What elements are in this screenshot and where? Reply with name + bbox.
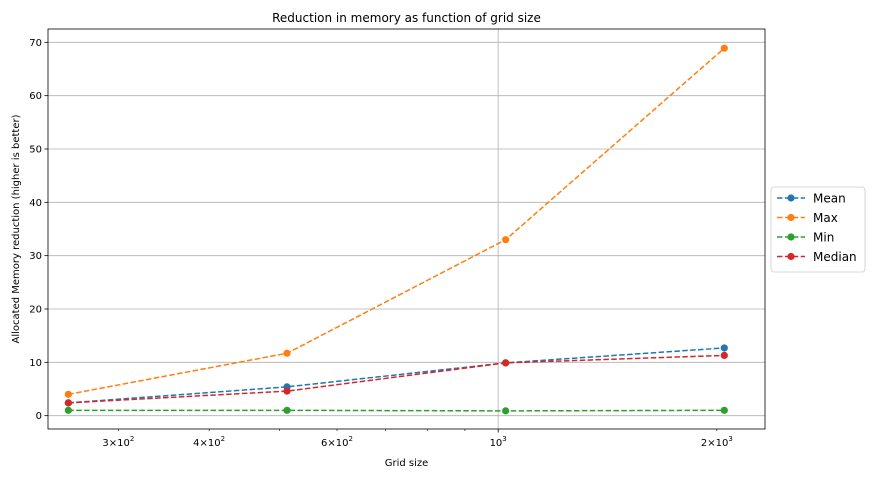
- y-tick-label: 10: [29, 358, 42, 369]
- x-tick-exponent: 3: [502, 435, 506, 443]
- x-tick-base: 10: [208, 438, 221, 449]
- x-tick-base: 10: [336, 438, 349, 449]
- x-tick-mantissa: 3×: [102, 438, 117, 449]
- legend-marker-min: [787, 233, 795, 241]
- x-tick-mantissa: 2×: [701, 438, 716, 449]
- legend-label-min: Min: [813, 231, 834, 245]
- legend-label-median: Median: [813, 250, 857, 264]
- legend-marker-median: [787, 252, 795, 261]
- y-tick-label: 40: [29, 198, 42, 209]
- x-tick-base: 10: [490, 438, 503, 449]
- x-tick-base: 10: [716, 438, 729, 449]
- data-point-median: [283, 387, 291, 395]
- legend-marker-mean: [787, 194, 795, 202]
- y-axis-label: Allocated Memory reduction (higher is be…: [11, 114, 22, 343]
- x-tick-mantissa: 6×: [321, 438, 336, 449]
- legend-marker-max: [787, 213, 795, 222]
- x-tick-label: 3×102: [102, 435, 134, 449]
- x-tick-exponent: 2: [221, 435, 225, 443]
- x-tick-label: 4×102: [193, 435, 225, 449]
- data-point-median: [720, 351, 728, 359]
- data-point-min: [283, 406, 291, 414]
- x-axis-label: Grid size: [385, 458, 429, 469]
- x-tick-label: 103: [490, 435, 507, 449]
- series-line-max: [68, 47, 725, 396]
- legend-label-max: Max: [813, 211, 838, 225]
- y-tick-label: 20: [29, 305, 42, 316]
- x-tick-exponent: 3: [728, 435, 732, 443]
- data-point-min: [720, 406, 728, 414]
- series-line-mean: [68, 347, 725, 404]
- data-point-mean: [720, 344, 728, 352]
- legend: Mean Max Min Median: [770, 186, 866, 273]
- data-point-median: [64, 399, 72, 407]
- y-axis: 0 10 20 30 40 50 60 70: [29, 38, 48, 422]
- y-tick-label: 0: [36, 411, 42, 422]
- x-axis: 3×102 4×102 6×102 103 2×103: [102, 429, 733, 449]
- legend-label-mean: Mean: [813, 192, 846, 206]
- data-point-max: [502, 236, 510, 244]
- legend-frame: [770, 186, 866, 273]
- plot-frame: [47, 28, 766, 430]
- x-tick-mantissa: 4×: [193, 438, 208, 449]
- y-tick-label: 70: [29, 38, 42, 49]
- x-tick-exponent: 2: [349, 435, 353, 443]
- series-layer: [64, 44, 728, 415]
- data-point-max: [283, 349, 291, 357]
- x-tick-label: 2×103: [701, 435, 733, 449]
- data-point-median: [502, 359, 510, 367]
- data-point-max: [720, 44, 728, 52]
- chart-title: Reduction in memory as function of grid …: [272, 11, 541, 25]
- y-tick-label: 30: [29, 251, 42, 262]
- y-tick-label: 50: [29, 145, 42, 156]
- series-line-min: [68, 409, 725, 412]
- x-tick-base: 10: [117, 438, 130, 449]
- y-tick-label: 60: [29, 91, 42, 102]
- x-tick-exponent: 2: [130, 435, 134, 443]
- series-line-median: [68, 354, 725, 404]
- data-point-max: [64, 390, 72, 398]
- data-point-min: [502, 407, 510, 415]
- data-point-min: [64, 406, 72, 414]
- grid: [48, 29, 765, 429]
- x-tick-label: 6×102: [321, 435, 353, 449]
